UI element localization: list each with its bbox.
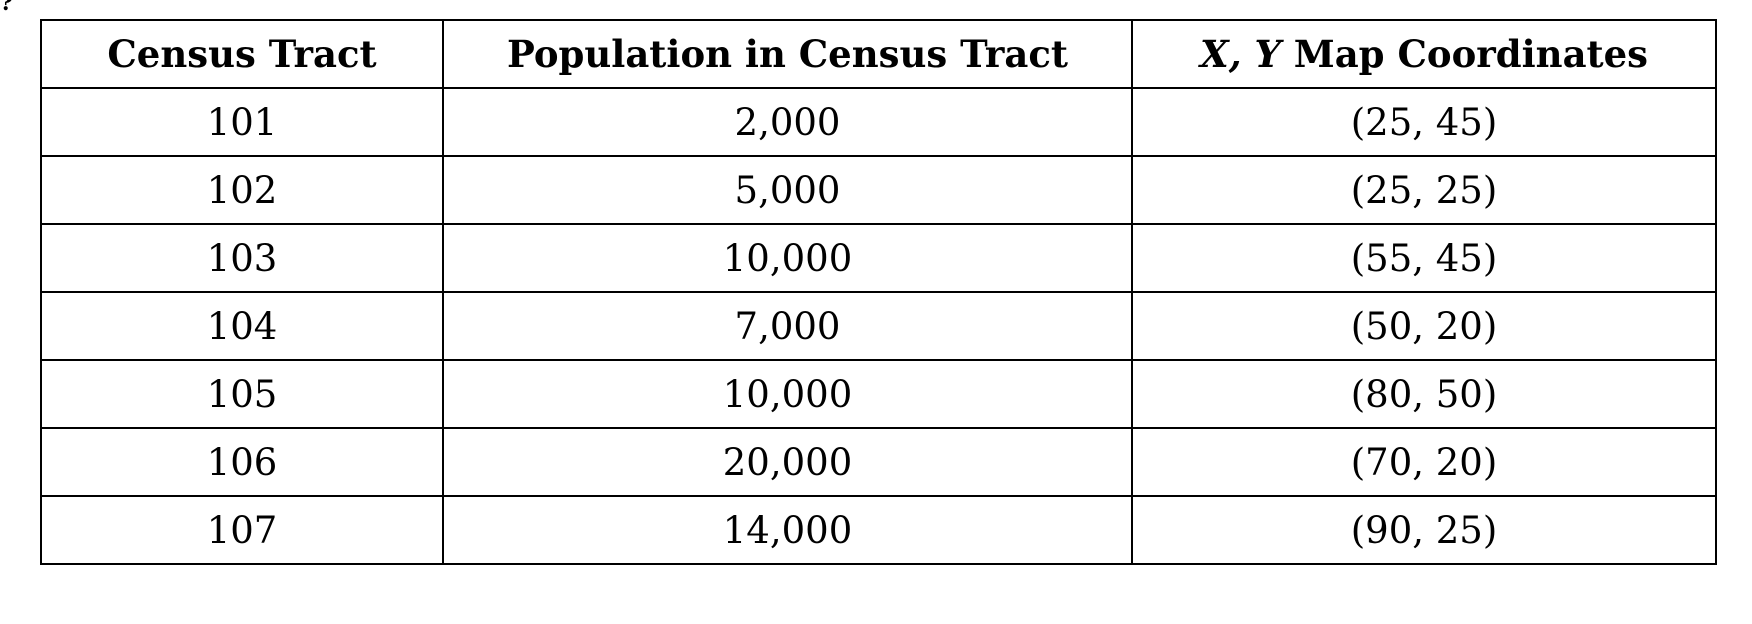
table-row: 104 7,000 (50, 20) (40, 291, 1717, 361)
cell-coordinates: (55, 45) (1131, 223, 1717, 293)
table-row: 102 5,000 (25, 25) (40, 155, 1717, 225)
table-header-row: Census Tract Population in Census Tract … (40, 19, 1717, 89)
cell-tract: 105 (40, 359, 444, 429)
cell-population: 20,000 (442, 427, 1133, 497)
cell-tract: 102 (40, 155, 444, 225)
cell-coordinates: (50, 20) (1131, 291, 1717, 361)
table-row: 103 10,000 (55, 45) (40, 223, 1717, 293)
cell-population: 14,000 (442, 495, 1133, 565)
cropped-text-fragment: ? (0, 0, 14, 12)
header-map-coordinates: X, Y Map Coordinates (1131, 19, 1717, 89)
table-row: 105 10,000 (80, 50) (40, 359, 1717, 429)
table-row: 107 14,000 (90, 25) (40, 495, 1717, 565)
cell-population: 10,000 (442, 223, 1133, 293)
table-row: 106 20,000 (70, 20) (40, 427, 1717, 497)
cell-population: 10,000 (442, 359, 1133, 429)
cell-tract: 103 (40, 223, 444, 293)
table-row: 101 2,000 (25, 45) (40, 87, 1717, 157)
header-population: Population in Census Tract (442, 19, 1133, 89)
header-xy-label: X, Y (1199, 32, 1281, 76)
cell-tract: 107 (40, 495, 444, 565)
cell-coordinates: (25, 45) (1131, 87, 1717, 157)
census-tract-table: Census Tract Population in Census Tract … (40, 19, 1717, 565)
cell-population: 7,000 (442, 291, 1133, 361)
cell-coordinates: (90, 25) (1131, 495, 1717, 565)
cell-tract: 101 (40, 87, 444, 157)
header-coords-suffix: Map Coordinates (1280, 32, 1649, 76)
cell-tract: 104 (40, 291, 444, 361)
cell-coordinates: (70, 20) (1131, 427, 1717, 497)
cell-population: 2,000 (442, 87, 1133, 157)
cell-population: 5,000 (442, 155, 1133, 225)
header-census-tract: Census Tract (40, 19, 444, 89)
cell-coordinates: (80, 50) (1131, 359, 1717, 429)
cell-coordinates: (25, 25) (1131, 155, 1717, 225)
cell-tract: 106 (40, 427, 444, 497)
